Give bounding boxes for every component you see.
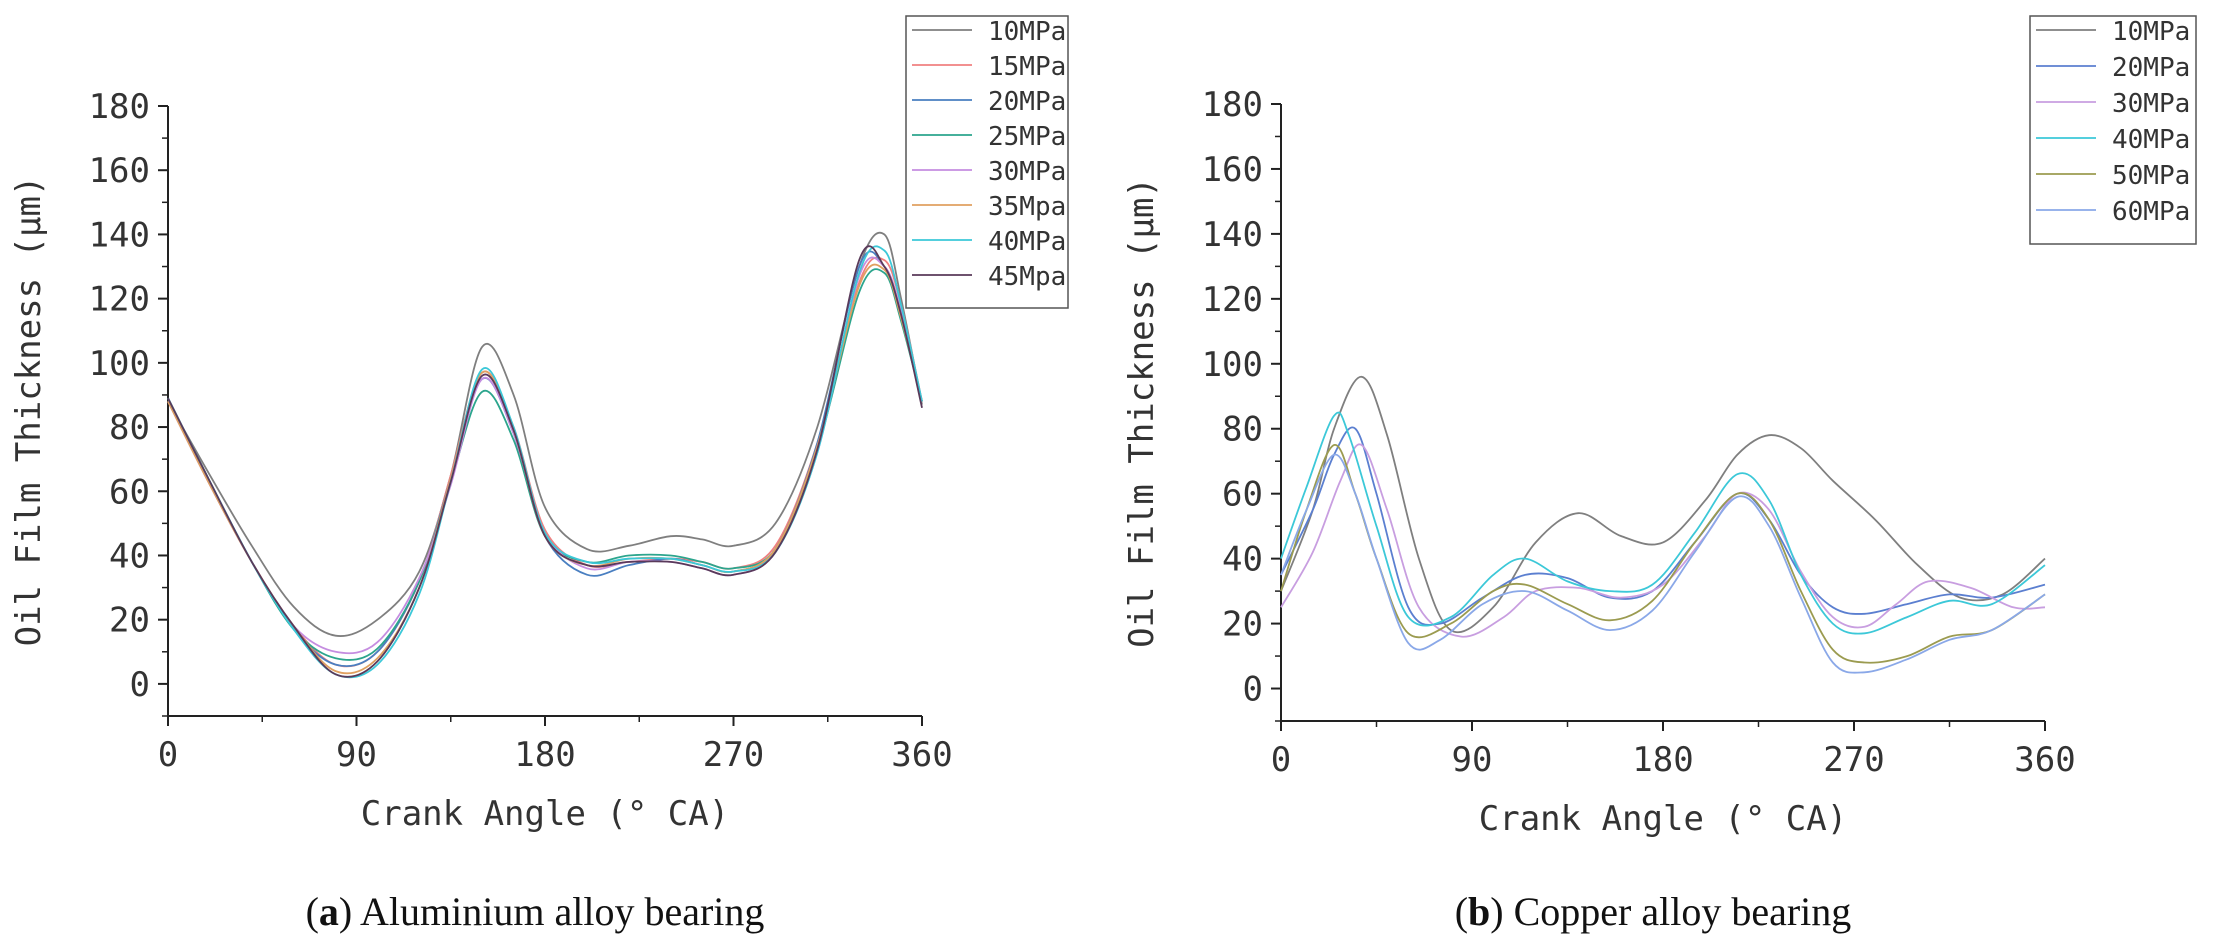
y-tick-label: 160 [89,151,150,191]
series-line-40mpa [167,245,923,679]
series-line-15mpa [167,256,923,668]
panel-b-copper-alloy: 0 20 40 60 80 100 120 140 160 180 0 90 180 270 360 Cran… [1122,15,2197,934]
legend-label: 30MPa [988,157,1066,187]
y-tick-label: 0 [130,665,150,705]
series-line-20mpa [167,250,923,668]
legend-label: 30MPa [2112,89,2190,119]
legend-label: 40MPa [2112,125,2190,155]
y-axis-label: Oil Film Thickness (μm) [9,176,49,647]
y-tick-label: 40 [109,536,150,576]
y-tick-label: 20 [109,601,150,641]
series-line-45mpa [167,245,923,678]
legend-label: 15MPa [988,52,1066,82]
y-tick-label: 40 [1222,540,1263,580]
legend-label: 20MPa [988,87,1066,117]
legend: 10MPa 20MPa 30MPa 40MPa 50MPa 60MPa [2029,15,2197,245]
series-line-10mpa [167,231,923,637]
x-axis-label: Crank Angle (° CA) [1479,799,1847,839]
y-tick-label: 120 [1202,280,1263,320]
legend-label: 60MPa [2112,197,2190,227]
legend-label: 50MPa [2112,161,2190,191]
x-tick-label: 0 [1271,740,1291,780]
y-tick-label: 80 [1222,410,1263,450]
figure-caption: (b) Copper alloy bearing [1455,889,1852,934]
legend-box [905,15,1069,309]
series-line-60mpa [1280,453,2046,674]
y-tick-label: 120 [89,280,150,320]
series-line-25mpa [167,268,923,661]
y-tick-label: 0 [1243,670,1263,710]
y-tick-label: 160 [1202,150,1263,190]
y-tick-label: 140 [89,215,150,255]
series-line-30mpa [1280,443,2046,638]
legend-label: 10MPa [988,17,1066,47]
series-line-40mpa [1280,411,2046,635]
y-tick-label: 20 [1222,605,1263,645]
x-axis-label: Crank Angle (° CA) [361,794,729,834]
legend-label: 40MPa [988,227,1066,257]
x-tick-label: 270 [703,735,764,775]
y-tick-label: 100 [89,344,150,384]
x-tick-label: 0 [158,735,178,775]
series-line-20mpa [1280,426,2046,626]
legend-box [2029,15,2197,245]
legend-label: 25MPa [988,122,1066,152]
x-tick-label: 180 [1632,740,1693,780]
series-line-30mpa [167,256,923,655]
figure-caption: (a) Aluminium alloy bearing [306,889,765,934]
y-tick-label: 60 [1222,475,1263,515]
legend-label: 35Mpa [988,192,1066,222]
panel-a-aluminium-alloy: 0 20 40 60 80 100 120 140 160 180 0 90 180 270 360 Cran… [9,15,1069,934]
y-tick-label: 80 [109,408,150,448]
y-tick-label: 100 [1202,345,1263,385]
series-line-50mpa [1280,444,2046,664]
x-tick-label: 90 [336,735,377,775]
x-tick-label: 360 [2014,740,2075,780]
legend: 10MPa 15MPa 20MPa 25MPa 30MPa 35Mpa 40MPa 45Mpa [905,15,1069,309]
y-tick-label: 180 [89,87,150,127]
y-tick-label: 140 [1202,215,1263,255]
legend-label: 20MPa [2112,53,2190,83]
y-tick-label: 60 [109,472,150,512]
x-tick-label: 90 [1452,740,1493,780]
y-axis-label: Oil Film Thickness (μm) [1122,177,1162,648]
x-tick-label: 360 [891,735,952,775]
x-tick-label: 270 [1823,740,1884,780]
x-tick-label: 180 [514,735,575,775]
y-tick-label: 180 [1202,85,1263,125]
series-line-10mpa [1280,375,2046,633]
legend-label: 45Mpa [988,262,1066,292]
legend-label: 10MPa [2112,17,2190,47]
